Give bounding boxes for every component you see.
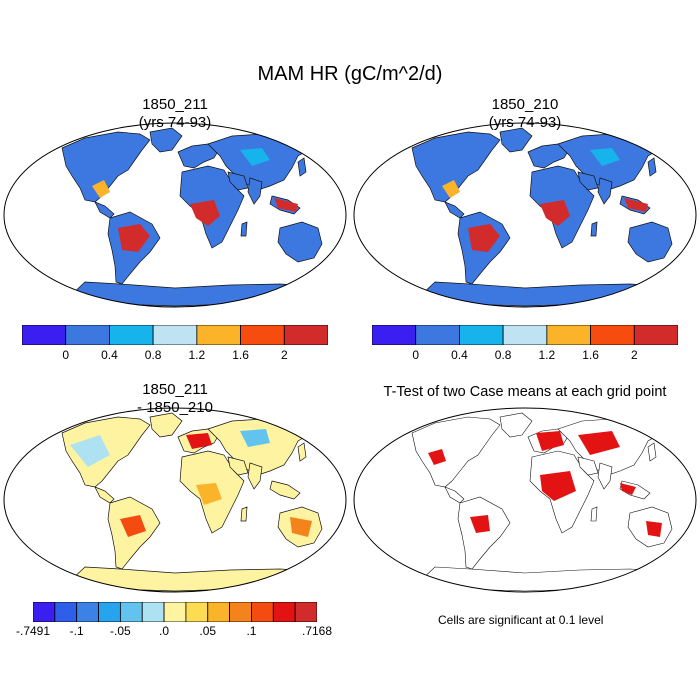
siberia-low-region — [590, 148, 620, 166]
amazon-pos-region — [120, 515, 146, 537]
colorbar-3-swatch-8 — [207, 602, 231, 622]
congo-high-region — [540, 200, 570, 226]
colorbar-1-swatch-2 — [109, 325, 154, 345]
colorbar-3-label: .7168 — [301, 624, 333, 638]
colorbar-1-swatch-0 — [22, 325, 67, 345]
map-panel-4 — [353, 407, 697, 593]
europe-pos-region — [186, 433, 212, 449]
colorbar-1-label: 1.2 — [188, 348, 206, 362]
se-asia-high-region — [274, 198, 298, 212]
se-asia-high-region — [624, 198, 648, 212]
colorbar-2-label: 0.4 — [451, 348, 468, 362]
colorbar-panel-1 — [22, 325, 328, 345]
colorbar-2-swatch-1 — [415, 325, 460, 345]
colorbar-panel-3 — [33, 602, 317, 622]
colorbar-3-swatch-6 — [163, 602, 187, 622]
colorbar-3-swatch-5 — [141, 602, 165, 622]
colorbar-1-swatch-1 — [65, 325, 110, 345]
map-panel-2 — [353, 122, 697, 308]
colorbar-2-label: 1.6 — [582, 348, 599, 362]
congo-high-region — [190, 200, 220, 226]
colorbar-3-label: -.7491 — [15, 624, 51, 638]
north-america-neg-region — [70, 435, 110, 467]
colorbar-panel-3-labels: -.7491 -.1 -.05 .0 .05 .1 .7168 — [16, 624, 332, 640]
panel1-title-line1: 1850_211 — [142, 96, 208, 113]
panel2-title-line1: 1850_210 — [491, 96, 559, 113]
colorbar-2-label: 1.2 — [538, 348, 556, 362]
colorbar-3-swatch-7 — [185, 602, 209, 622]
colorbar-2-swatch-5 — [590, 325, 635, 345]
colorbar-panel-1-labels: 0 0.4 0.8 1.2 1.6 2 — [22, 348, 328, 364]
main-title: MAM HR (gC/m^2/d) — [257, 63, 443, 85]
colorbar-3-swatch-0 — [33, 602, 56, 622]
colorbar-3-swatch-12 — [294, 602, 317, 622]
africa-pos-region — [196, 483, 222, 505]
globe-outline — [353, 407, 697, 593]
colorbar-3-label: .05 — [199, 624, 217, 638]
colorbar-3-label: -.1 — [69, 624, 84, 638]
colorbar-2-label: 0.8 — [494, 348, 512, 362]
globe-outline — [353, 122, 697, 308]
map-panel-1 — [3, 122, 347, 308]
colorbar-1-label: 1.6 — [232, 348, 249, 362]
colorbar-2-swatch-2 — [459, 325, 504, 345]
colorbar-1-swatch-4 — [196, 325, 241, 345]
colorbar-2-swatch-6 — [633, 325, 678, 345]
se-us-mid-region — [442, 180, 460, 198]
colorbar-1-label: 0.8 — [144, 348, 162, 362]
colorbar-1-swatch-6 — [283, 325, 328, 345]
colorbar-3-label: .0 — [159, 624, 170, 638]
colorbar-2-swatch-4 — [546, 325, 591, 345]
panel4-title-line1: T-Test of two Case means at each grid po… — [383, 384, 667, 400]
significance-note: Cells are significant at 0.1 level — [438, 613, 604, 627]
colorbar-3-swatch-4 — [119, 602, 143, 622]
colorbar-1-swatch-3 — [152, 325, 198, 345]
colorbar-3-swatch-2 — [76, 602, 99, 622]
australia-pos-region — [290, 517, 312, 537]
colorbar-3-swatch-1 — [54, 602, 78, 622]
colorbar-3-swatch-10 — [251, 602, 274, 622]
colorbar-2-label: 0 — [412, 348, 420, 362]
siberia-neg-region — [240, 429, 270, 447]
colorbar-3-swatch-11 — [272, 602, 296, 622]
colorbar-3-label: .1 — [246, 624, 257, 638]
panel4-title: T-Test of two Case means at each grid po… — [350, 383, 700, 401]
map-panel-3 — [3, 407, 347, 593]
colorbar-2-label: 2 — [630, 348, 638, 362]
colorbar-panel-2-labels: 0 0.4 0.8 1.2 1.6 2 — [372, 348, 678, 364]
colorbar-2-swatch-0 — [372, 325, 417, 345]
panel3-title-line1: 1850_211 — [142, 381, 208, 398]
colorbar-3-swatch-3 — [98, 602, 121, 622]
globe-outline — [3, 407, 347, 593]
colorbar-1-swatch-5 — [240, 325, 285, 345]
amazon-high-region — [118, 224, 150, 252]
se-us-mid-region — [92, 180, 110, 198]
colorbar-1-label: 0 — [62, 348, 70, 362]
significant-cells — [428, 431, 662, 537]
colorbar-3-swatch-9 — [229, 602, 252, 622]
colorbar-panel-2 — [372, 325, 678, 345]
colorbar-2-swatch-3 — [502, 325, 548, 345]
colorbar-3-label: -.05 — [110, 624, 131, 638]
siberia-low-region — [240, 148, 270, 166]
globe-outline — [3, 122, 347, 308]
colorbar-1-label: 2 — [280, 348, 288, 362]
colorbar-1-label: 0.4 — [101, 348, 118, 362]
amazon-high-region — [468, 224, 500, 252]
